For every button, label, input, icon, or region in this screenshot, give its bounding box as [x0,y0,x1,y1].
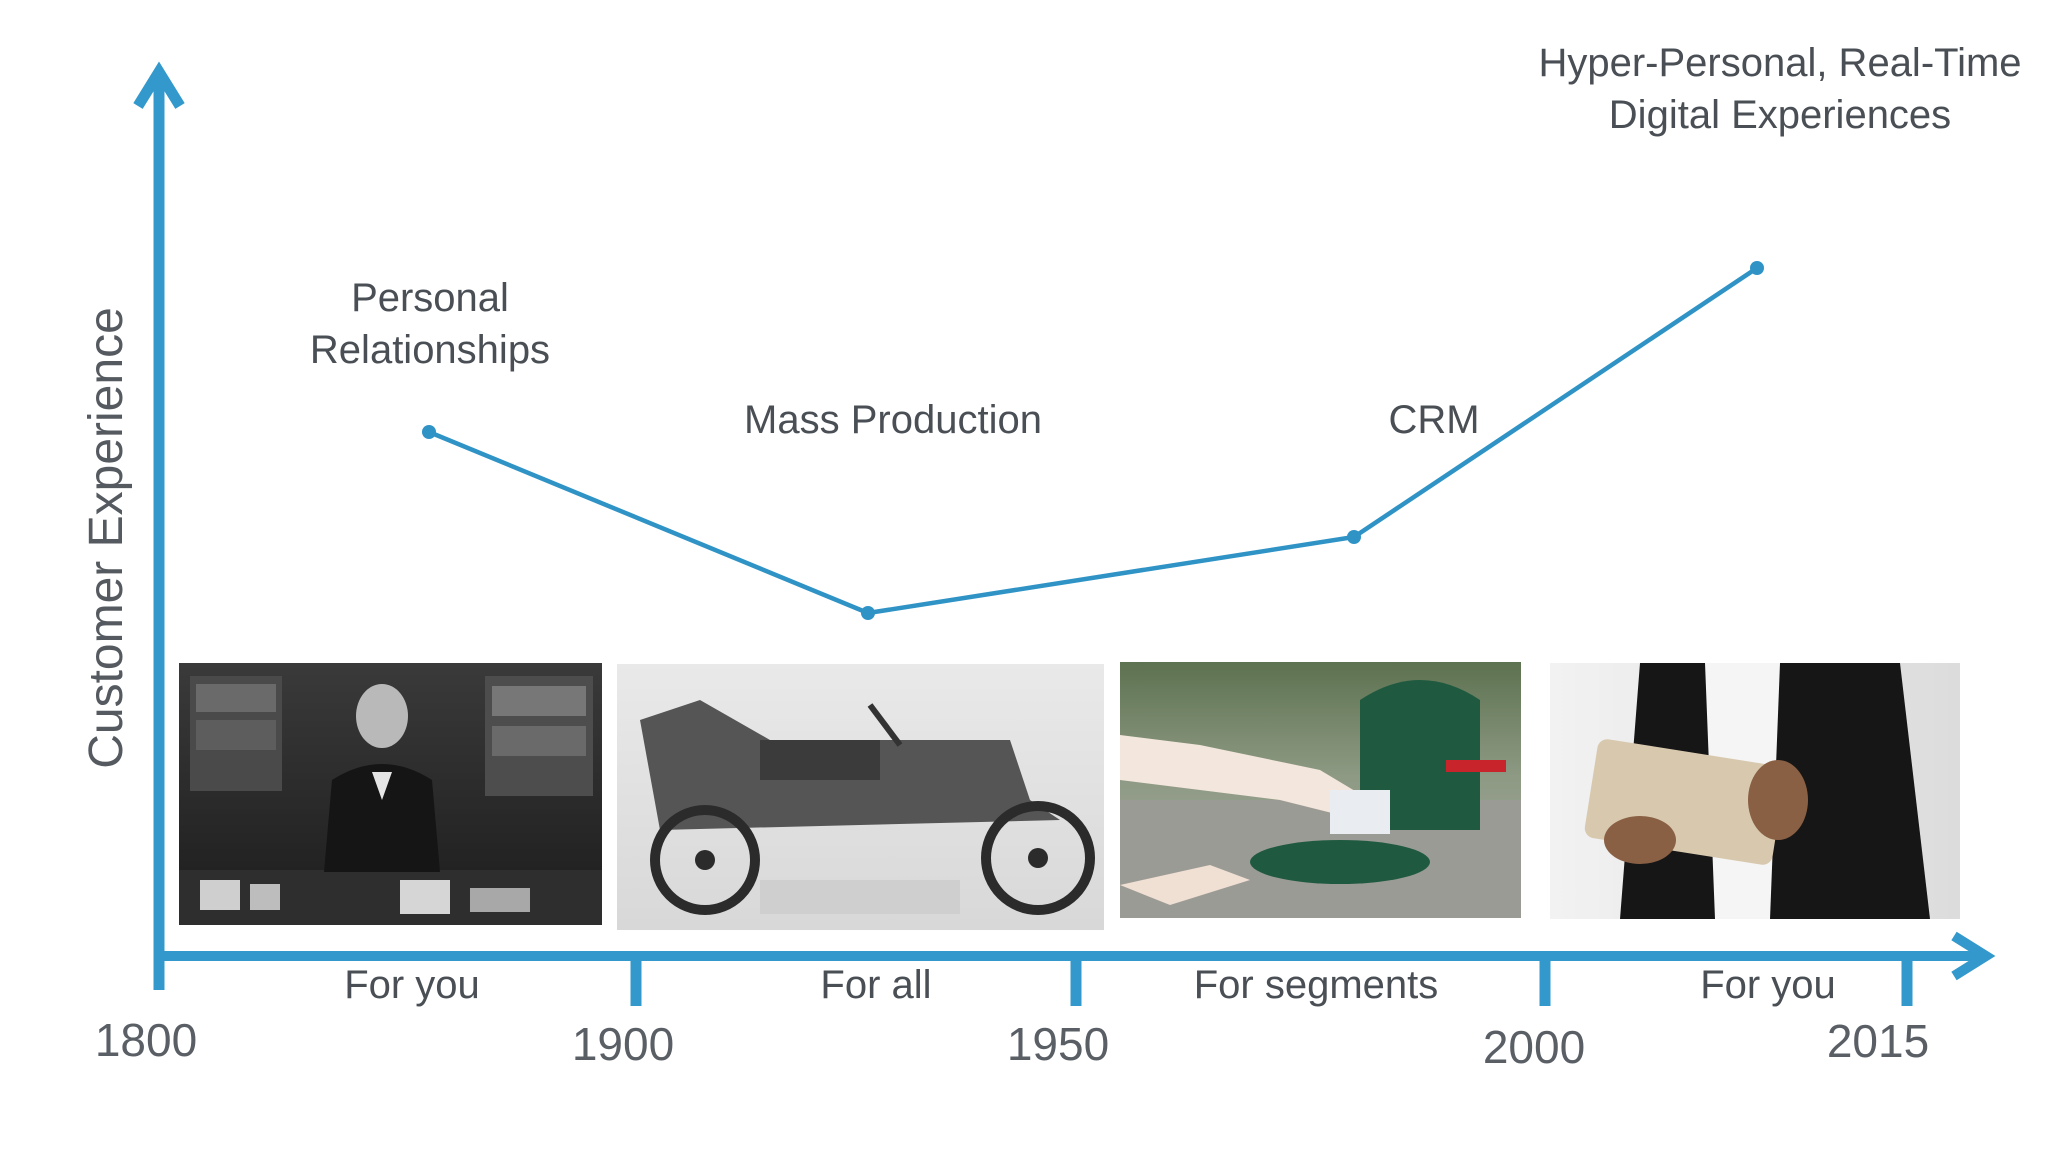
year-label-1900: 1900 [572,1018,674,1070]
photo-shopkeeper [179,663,602,925]
era-label-1: For you [344,963,480,1007]
label-personal-relationships-line2: Relationships [310,328,550,372]
photo-tablet [1550,663,1960,919]
point-personal-relationships [422,425,436,439]
era-label-4: For you [1700,963,1836,1007]
photo-mailbox [1120,662,1521,918]
point-hyper-personal [1750,261,1764,275]
year-label-1950: 1950 [1007,1018,1109,1070]
label-crm: CRM [1388,398,1479,442]
label-hyper-personal-line1: Hyper-Personal, Real-Time [1538,41,2021,85]
point-mass-production [861,606,875,620]
point-crm [1347,530,1361,544]
label-personal-relationships-line1: Personal [351,276,509,320]
x-axis [155,931,1996,1006]
era-label-3: For segments [1194,963,1439,1007]
year-label-2015: 2015 [1827,1015,1929,1067]
experience-line [428,266,1759,616]
era-label-2: For all [820,963,931,1007]
year-label-2000: 2000 [1483,1021,1585,1073]
label-hyper-personal-line2: Digital Experiences [1609,93,1951,137]
label-mass-production: Mass Production [744,398,1042,442]
y-axis [133,61,185,990]
photo-ford-model-t [617,664,1104,930]
year-label-1800: 1800 [95,1014,197,1066]
y-axis-label: Customer Experience [80,307,133,769]
